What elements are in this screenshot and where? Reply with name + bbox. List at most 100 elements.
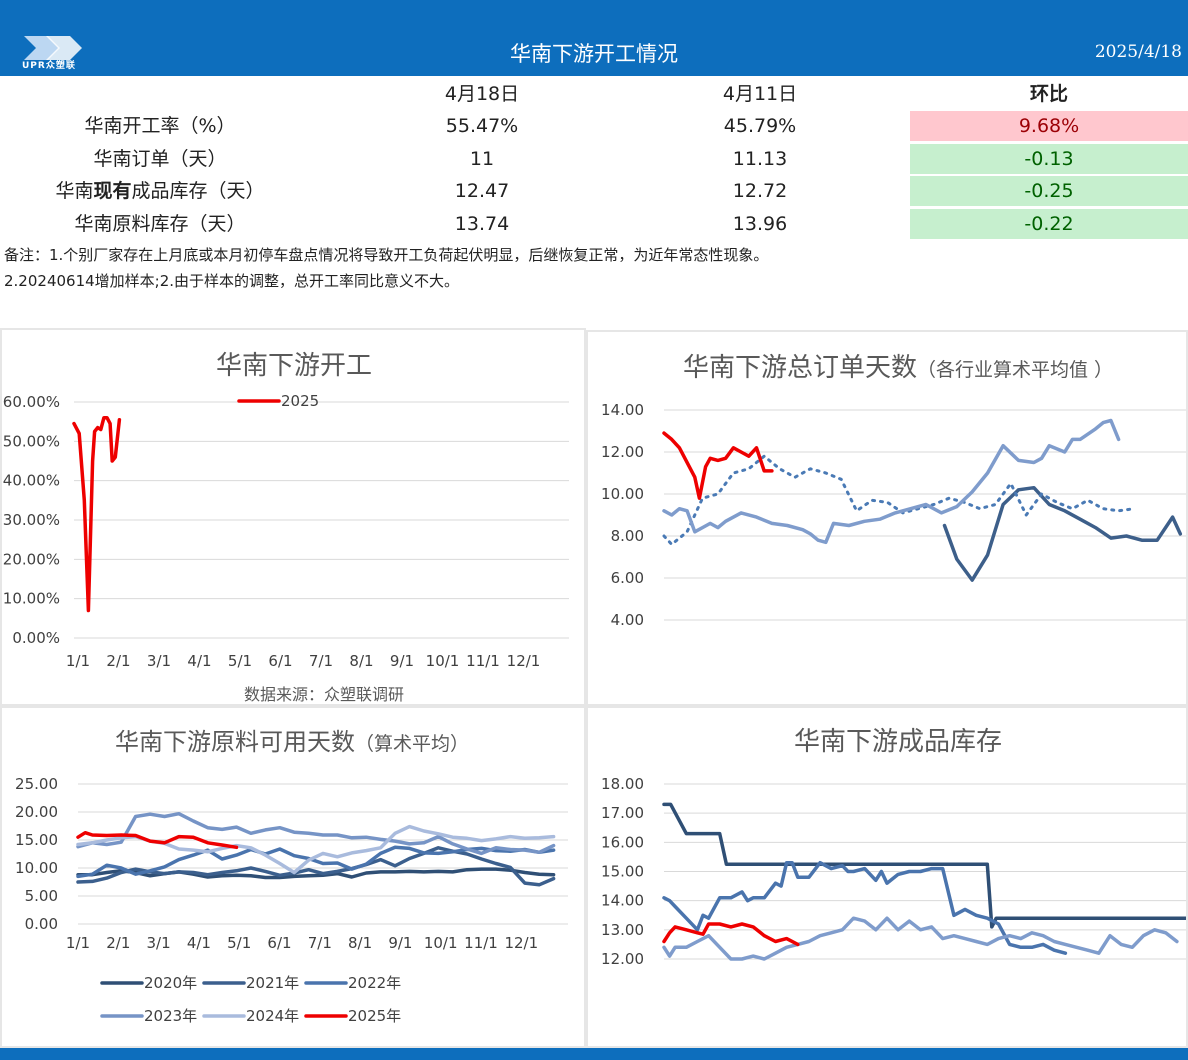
x-tick-label: 12/1 (507, 652, 541, 670)
y-tick-label: 14.00 (601, 401, 644, 419)
y-tick-label: 18.00 (601, 775, 644, 793)
col-header-apr11: 4月11日 (722, 83, 798, 105)
cell-value: 12.47 (454, 180, 510, 202)
y-tick-label: 30.00% (3, 511, 60, 529)
chart-panel-finished-inventory: 华南下游成品库存 12.00 13.00 14.00 15.00 16.00 17.00 18… (52, 706, 1188, 1048)
chart-subtitle: （各行业算术平均值 ） (917, 359, 1113, 381)
row-label-orders: 华南订单（天） (93, 148, 227, 170)
finished-inventory-chart: 华南下游成品库存 12.00 13.00 14.00 15.00 16.00 17.00 18… (52, 727, 1188, 1025)
chart-panel-raw-material-days: 华南下游原料可用天数（算术平均） 0.00 5.00 10.00 15.00 20.00 2… (0, 706, 586, 1048)
legend-label: 2024年 (246, 1007, 299, 1025)
x-tick-label: 3/1 (147, 934, 171, 952)
series-line-2023年 (662, 860, 1068, 955)
series-line-2022年 (942, 485, 1183, 582)
x-tick-label: 5/1 (227, 934, 251, 952)
cell-value: 11.13 (732, 148, 788, 170)
y-tick-label: 0.00% (12, 629, 60, 647)
series-line-2024年 (662, 418, 1121, 545)
cell-change-negative: -0.13 (910, 144, 1188, 174)
y-tick-label: 40.00% (3, 472, 60, 490)
y-tick-label: 25.00 (15, 775, 58, 793)
note-line-2: 2.20240614增加样本;2.由于样本的调整，总开工率同比意义不大。 (4, 272, 460, 290)
x-tick-label: 10/1 (424, 934, 458, 952)
cell-value: 13.74 (454, 213, 510, 235)
y-tick-label: 20.00% (3, 550, 60, 568)
upr-logo-icon (24, 36, 82, 60)
x-tick-label: 6/1 (267, 934, 291, 952)
y-tick-label: 12.00 (601, 443, 644, 461)
label-part: 成品库存（天） (131, 180, 265, 202)
cell-change-negative: -0.25 (910, 176, 1188, 206)
legend-label: 2025 (281, 392, 319, 410)
cell-value: 55.47% (445, 115, 519, 137)
series-line-2023年 (662, 454, 1136, 546)
legend-label: 2020年 (144, 974, 197, 992)
y-tick-label: 0.00 (25, 915, 58, 933)
raw-material-days-chart: 华南下游原料可用天数（算术平均） 0.00 5.00 10.00 15.00 20.00 2… (15, 728, 568, 1025)
y-tick-label: 14.00 (601, 892, 644, 910)
y-tick-label: 17.00 (601, 804, 644, 822)
series-line-2021年 (76, 846, 556, 887)
x-tick-label: 3/1 (147, 652, 171, 670)
x-tick-label: 8/1 (349, 652, 373, 670)
y-tick-label: 15.00 (15, 831, 58, 849)
cell-value: 12.72 (732, 180, 788, 202)
x-tick-label: 11/1 (464, 934, 498, 952)
order-days-chart: 华南下游总订单天数（各行业算术平均值 ） 4.00 6.00 8.00 10.00 12.… (9, 353, 1188, 687)
legend-label: 2025年 (348, 1007, 401, 1025)
logo-text: UPR众塑联 (22, 61, 76, 71)
y-tick-label: 6.00 (611, 569, 644, 587)
chart-title: 华南下游成品库存 (794, 727, 1002, 757)
cell-change-negative: -0.22 (910, 209, 1188, 239)
series-line-2020年 (76, 867, 556, 880)
legend-label: 2022年 (348, 974, 401, 992)
page-title: 华南下游开工情况 (510, 42, 678, 66)
col-header-wow: 环比 (1029, 83, 1068, 105)
col-header-apr18: 4月18日 (444, 83, 520, 105)
x-tick-label: 11/1 (466, 652, 500, 670)
series-line-2025 (72, 415, 122, 613)
series-line-2025年 (662, 922, 800, 947)
x-tick-label: 7/1 (308, 934, 332, 952)
y-tick-label: 16.00 (601, 833, 644, 851)
y-tick-label: 4.00 (611, 611, 644, 629)
report-date: 2025/4/18 (1094, 42, 1182, 62)
series-line-2025年 (662, 431, 774, 500)
legend-label: 2021年 (246, 974, 299, 992)
series-line-正常 (662, 802, 1188, 929)
operating-rate-chart: 华南下游开工 0.00% 10.00% 20.00% 30.00% 40.00% 50.00… (3, 351, 569, 704)
y-tick-label: 20.00 (15, 803, 58, 821)
chart-title: 华南下游原料可用天数（算术平均） (115, 728, 469, 756)
y-tick-label: 5.00 (25, 887, 58, 905)
y-tick-label: 15.00 (601, 863, 644, 881)
x-tick-label: 4/1 (187, 652, 211, 670)
footer-bar (0, 1048, 1188, 1060)
series-line-2022年 (76, 845, 556, 879)
label-part-bold: 现有 (93, 180, 132, 202)
note-line-1: 备注：1.个别厂家存在上月底或本月初停车盘点情况将导致开工负荷起伏明显，后继恢复… (4, 246, 769, 264)
x-tick-label: 4/1 (187, 934, 211, 952)
series-line-2023年 (76, 811, 556, 856)
x-tick-label: 2/1 (106, 652, 130, 670)
row-label-raw-inventory: 华南原料库存（天） (74, 213, 246, 235)
chart-title: 华南下游总订单天数（各行业算术平均值 ） (683, 353, 1113, 383)
legend-label: 2023年 (144, 1007, 197, 1025)
y-tick-label: 10.00 (15, 859, 58, 877)
cell-change-positive: 9.68% (910, 111, 1188, 141)
cell-value: 11 (469, 148, 495, 170)
cell-value: 45.79% (723, 115, 797, 137)
x-tick-label: 1/1 (66, 934, 90, 952)
x-tick-label: 9/1 (388, 934, 412, 952)
x-tick-label: 1/1 (66, 652, 90, 670)
y-tick-label: 50.00% (3, 432, 60, 450)
chart-subtitle: （算术平均） (355, 733, 469, 755)
y-tick-label: 60.00% (3, 393, 60, 411)
x-tick-label: 8/1 (348, 934, 372, 952)
source-note: 数据来源：众塑联调研 (244, 685, 404, 704)
x-tick-label: 10/1 (426, 652, 460, 670)
y-tick-label: 12.00 (601, 950, 644, 968)
x-tick-label: 6/1 (268, 652, 292, 670)
cell-value: 13.96 (732, 213, 788, 235)
x-tick-label: 2/1 (106, 934, 130, 952)
row-label-operating-rate: 华南开工率（%） (84, 115, 236, 137)
